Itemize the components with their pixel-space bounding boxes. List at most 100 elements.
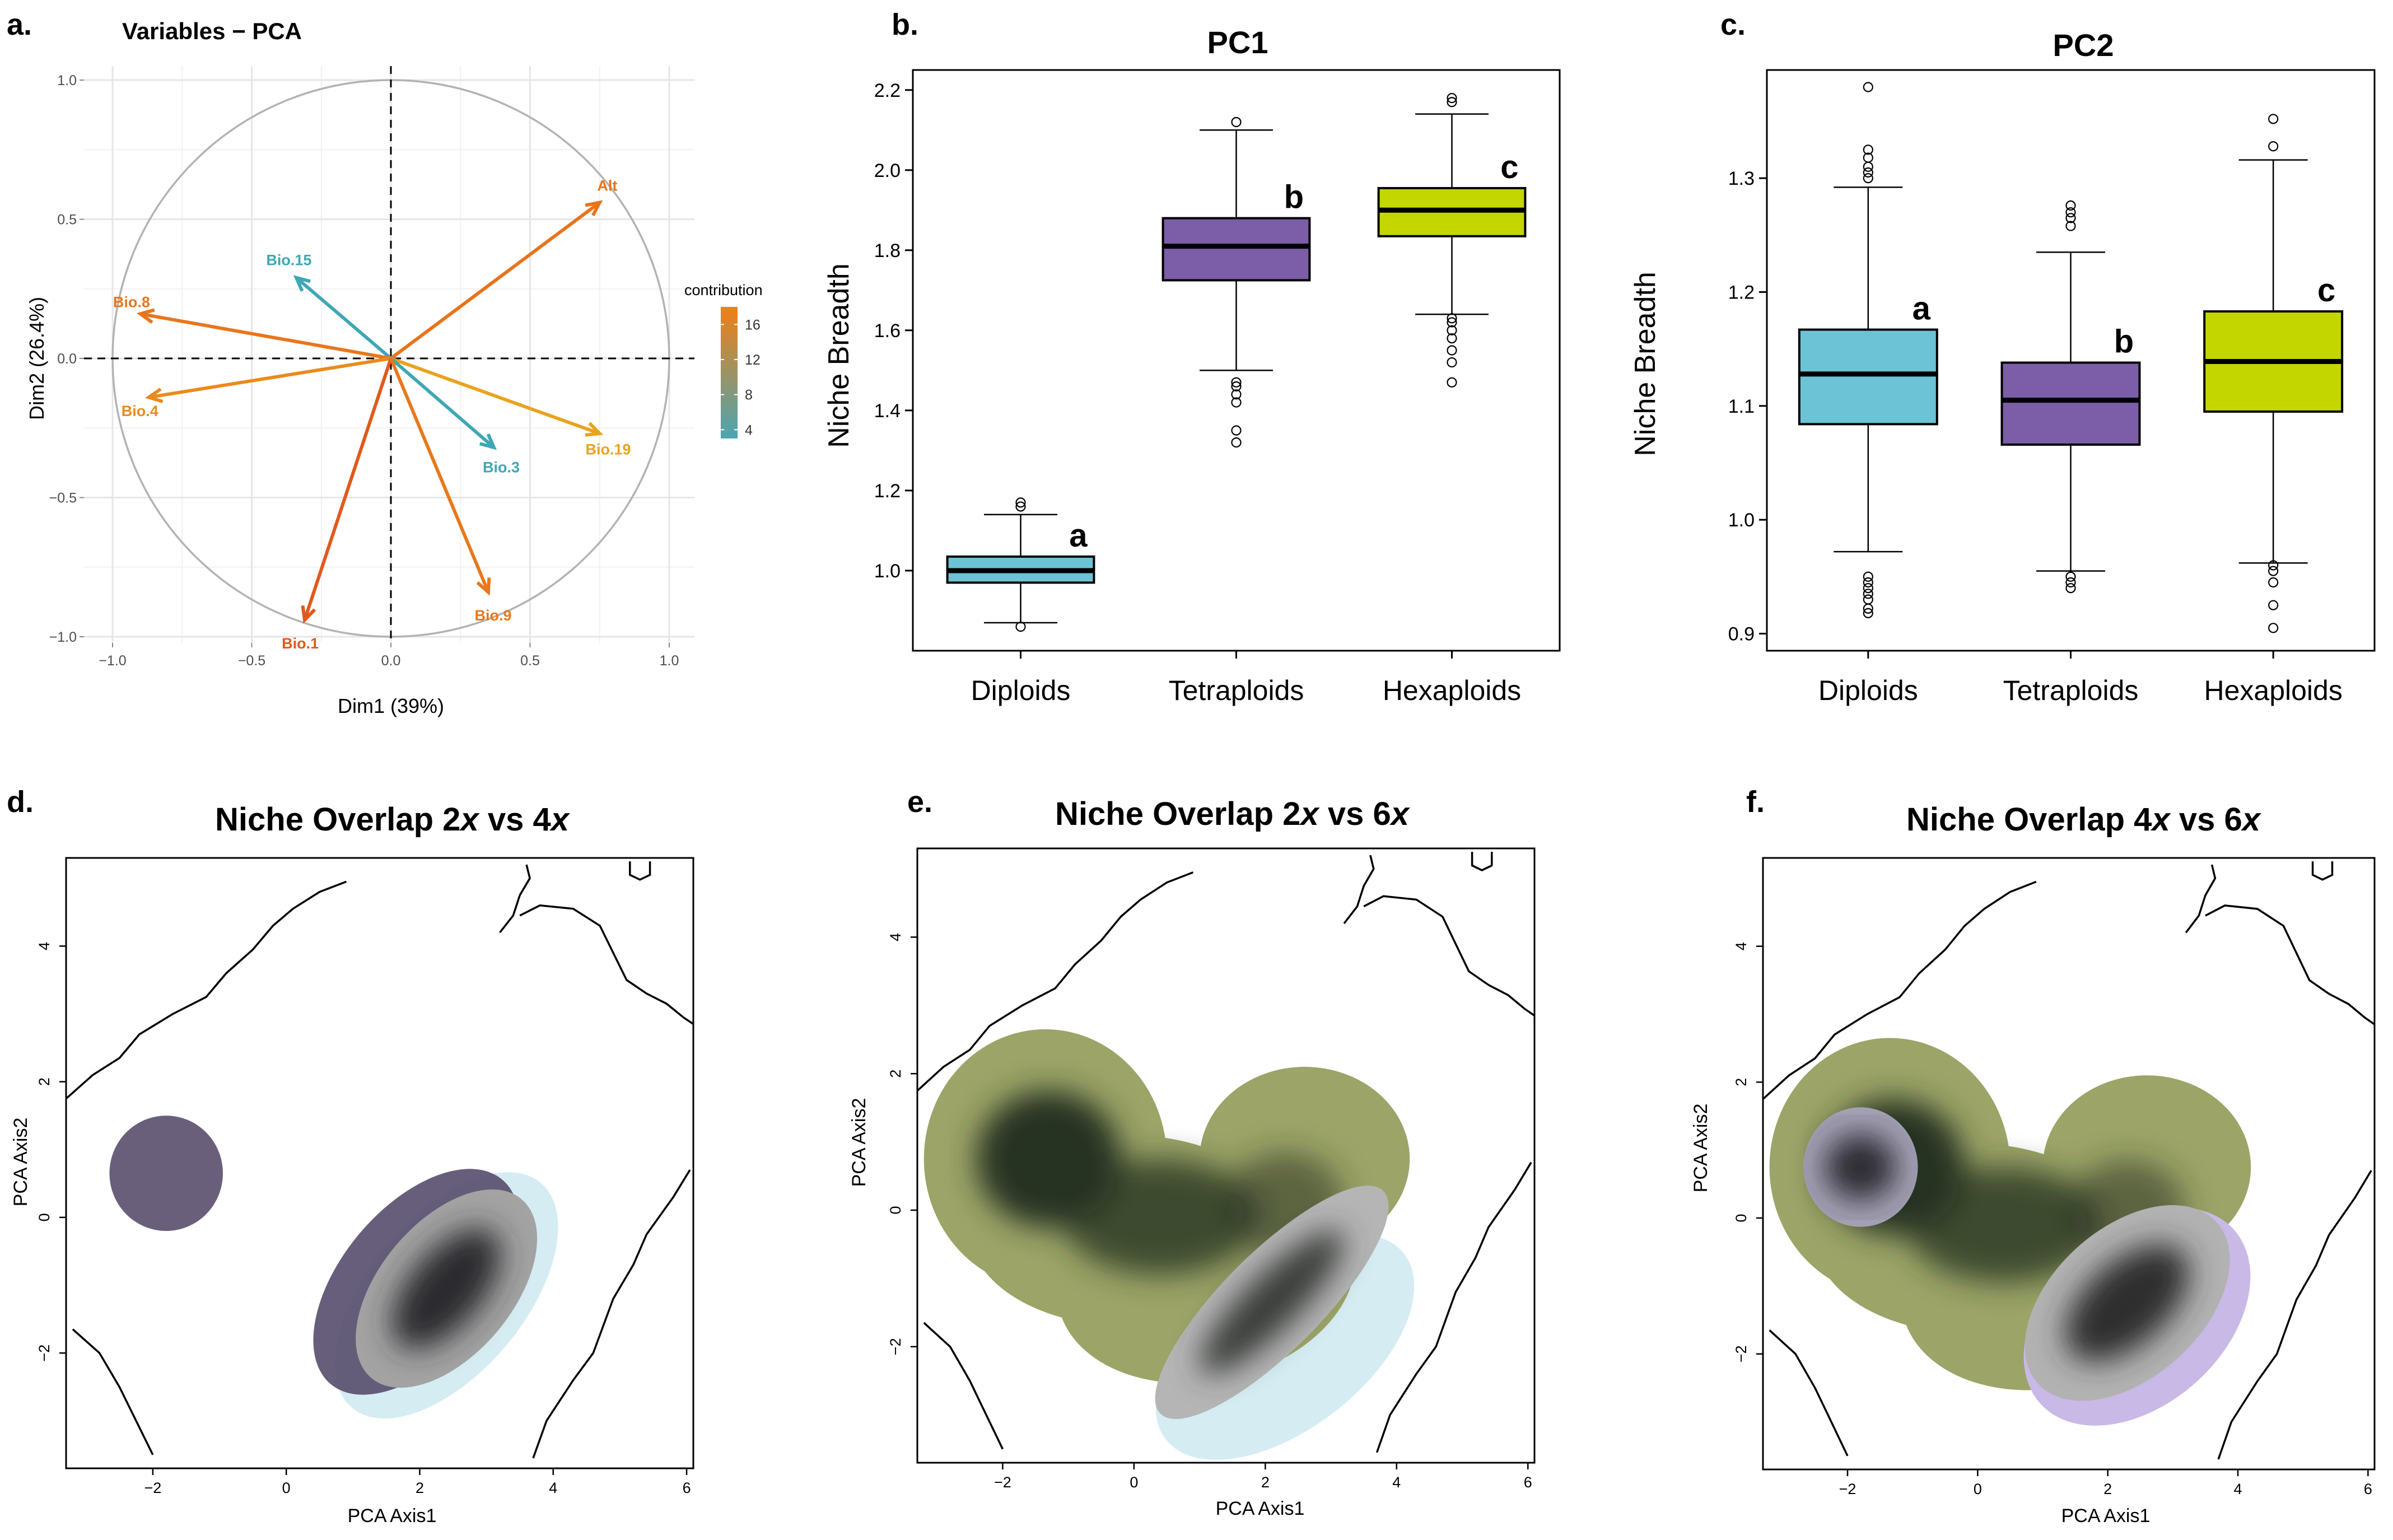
panel-e-xlabel: PCA Axis1 — [1216, 1498, 1305, 1519]
legend-tick-label: 4 — [745, 422, 753, 438]
outlier-point — [1863, 608, 1873, 619]
outlier-point — [1447, 92, 1457, 104]
x-tick-label: 4 — [549, 1480, 557, 1496]
panel-f-ylabel: PCA Axis2 — [1690, 1104, 1711, 1193]
panel-a-plot-bg — [84, 66, 694, 643]
panel-a: a. Variables − PCA −1.0 −0.5 0.0 0.5 1.0 −1.0… — [7, 8, 763, 717]
overlap-core — [1200, 1230, 1344, 1374]
outlier-point — [2065, 571, 2076, 582]
vector-label-Bio.15: Bio.15 — [266, 252, 311, 269]
panel-c-title: PC2 — [2053, 27, 2114, 63]
y-tick-label: 1.3 — [1728, 168, 1755, 189]
vector-label-Bio.3: Bio.3 — [483, 459, 520, 475]
outlier-point — [1447, 97, 1457, 108]
panel-a-title: Variables − PCA — [122, 18, 302, 44]
arrowhead-Bio.4 — [144, 388, 164, 403]
contour-small-loop — [2311, 861, 2334, 881]
outlier-point — [1231, 397, 1242, 408]
overlap-peak — [2065, 1244, 2190, 1362]
y-tick-label: 1.0 — [1728, 510, 1755, 531]
y-tick-label: 4 — [887, 933, 904, 941]
outlier-point — [2065, 200, 2076, 211]
outlier-point — [1863, 589, 1873, 599]
x-tick-label: 4 — [1392, 1474, 1401, 1491]
panel-e-ylabel: PCA Axis2 — [848, 1098, 870, 1187]
outlier-point — [1231, 389, 1242, 400]
vector-arrow-Bio.4 — [148, 357, 391, 399]
outlier-point — [1447, 313, 1457, 324]
plot-frame — [916, 847, 1536, 1464]
x-tick-label: 0 — [282, 1480, 291, 1496]
vector-label-Bio.4: Bio.4 — [122, 403, 158, 419]
panel-b: b. PC1 Niche Breadth 1.0 1.2 1.4 1.6 1.8 2.0 2… — [823, 8, 1561, 706]
panel-f-plot: −2 0 2 4 6 −2 0 2 4 — [1733, 857, 2376, 1497]
x-tick-label: −1.0 — [99, 653, 126, 669]
outlier-point — [2065, 583, 2076, 594]
outlier-point — [1863, 167, 1873, 178]
outlier-point — [2268, 114, 2279, 124]
x-tick-label: 2 — [1261, 1474, 1270, 1491]
contour-lines — [1763, 861, 2375, 1460]
outlier-point — [1447, 357, 1457, 368]
significance-letter: a — [1912, 291, 1931, 327]
outlier-point — [1447, 377, 1457, 388]
x-tick-label: 0 — [1130, 1474, 1138, 1491]
x-tick-label: 0.5 — [520, 653, 540, 669]
contour-upper-left — [66, 880, 347, 1100]
vector-arrow-Bio.9 — [389, 357, 490, 593]
density-layers — [1763, 858, 2375, 1469]
y-tick-label: 4 — [36, 942, 53, 950]
x-tick-label: −2 — [994, 1474, 1011, 1491]
panel-letter-e: e. — [907, 785, 932, 819]
panel-e-plot: −2 0 2 4 6 −2 0 2 4 — [887, 847, 1536, 1491]
overlap-peak — [392, 1228, 501, 1349]
panel-d-ylabel: PCA Axis2 — [10, 1118, 31, 1207]
x-tick-label: −0.5 — [238, 653, 265, 669]
density-layers — [66, 858, 693, 1468]
panel-d: d. Niche Overlap 2x vs 4x −2 0 2 4 6 −2 0 2 4 PC… — [7, 785, 694, 1527]
panel-a-ylabel: Dim2 (26.4%) — [25, 297, 48, 420]
outlier-point — [2065, 213, 2076, 223]
y-tick-label: 4 — [1733, 942, 1750, 950]
y-tick-label: 0 — [36, 1213, 53, 1221]
x-category-label: Hexaploids — [2204, 675, 2342, 706]
outlier-point — [1447, 345, 1457, 356]
x-category-label: Tetraploids — [1169, 675, 1304, 706]
arrowhead-Alt — [585, 200, 603, 217]
outlier-point — [2268, 577, 2279, 588]
y-tick-label: 0.9 — [1728, 624, 1755, 645]
x-tick-label: 6 — [683, 1480, 691, 1496]
panel-f-title: Niche Overlap 4x vs 6x — [1906, 801, 2262, 838]
y-tick-label: 2 — [36, 1077, 53, 1086]
legend-colorbar — [721, 307, 738, 438]
contour-lower-left — [923, 1322, 1004, 1450]
density-ridge — [1906, 1167, 2102, 1283]
significance-letter: c — [1500, 149, 1518, 185]
x-tick-label: 6 — [1524, 1474, 1532, 1491]
y-tick-label: 2.0 — [874, 160, 901, 181]
panel-letter-d: d. — [7, 785, 34, 819]
overlap-density-2 — [1155, 1186, 1389, 1419]
legend-title: contribution — [684, 282, 763, 298]
vector-arrow-Alt — [390, 201, 601, 360]
contour-lower-left — [1769, 1329, 1849, 1457]
contour-upper-right — [519, 904, 693, 1025]
panel-c-ylabel: Niche Breadth — [1629, 272, 1662, 456]
overlap-core — [2065, 1244, 2190, 1362]
vector-label-Alt: Alt — [597, 178, 617, 194]
outlier-point — [1447, 317, 1457, 328]
x-tick-label: −2 — [144, 1480, 161, 1496]
y-tick-label: 1.0 — [874, 561, 901, 582]
vector-arrow-Bio.15 — [295, 276, 392, 360]
panel-a-axes — [84, 66, 694, 643]
contour-upper-right — [1363, 895, 1534, 1017]
panel-f-xlabel: PCA Axis1 — [2061, 1505, 2151, 1527]
outlier-point — [1863, 577, 1873, 588]
panel-a-xlabel: Dim1 (39%) — [338, 694, 444, 717]
overlap-core — [392, 1228, 501, 1349]
outlier-point — [2065, 207, 2076, 218]
density-ridge — [1061, 1159, 1259, 1275]
contribution-legend: contribution 16 12 8 4 — [684, 282, 763, 438]
panel-d-xlabel: PCA Axis1 — [348, 1505, 437, 1527]
x-category-label: Hexaploids — [1383, 675, 1521, 706]
